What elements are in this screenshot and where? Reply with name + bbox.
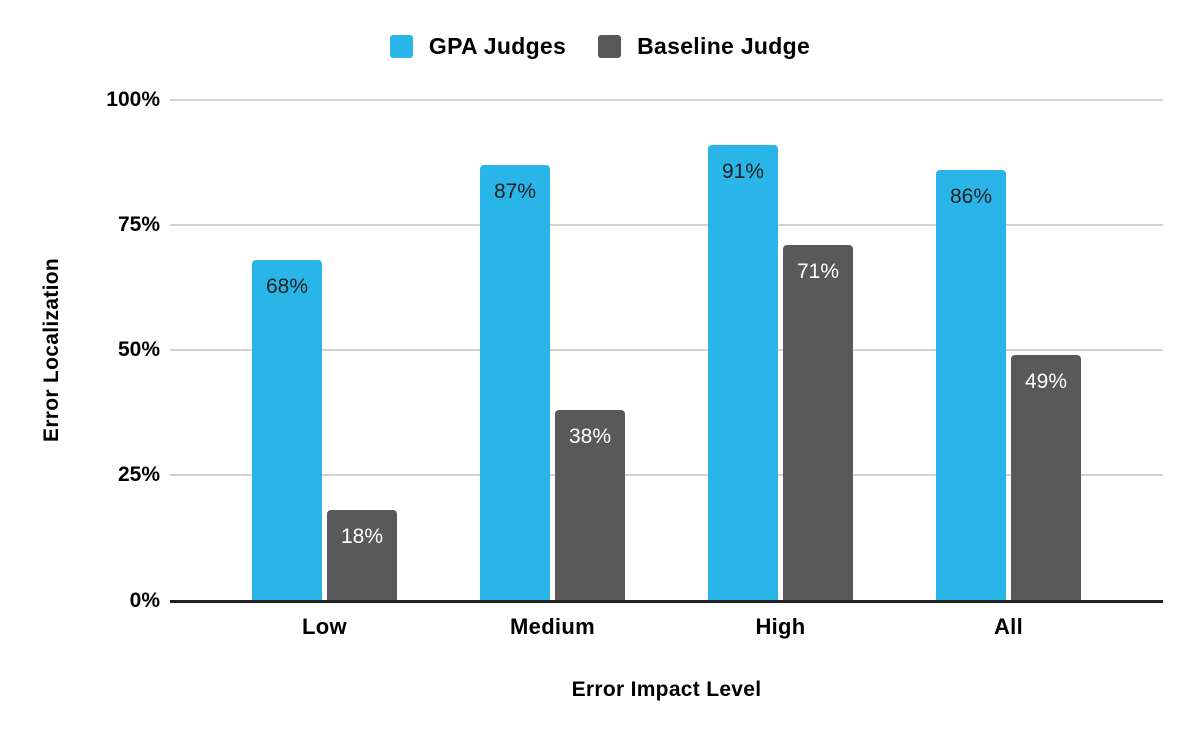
legend-swatch-baseline-judge (598, 35, 622, 58)
x-tick-high: High (755, 614, 806, 639)
bar-value-label: 86% (949, 185, 993, 208)
x-axis-title: Error Impact Level (571, 678, 762, 701)
bar-value-label: 18% (340, 525, 384, 548)
legend-label-gpa-judges: GPA Judges (428, 33, 567, 59)
legend: GPA Judges Baseline Judge (0, 33, 1200, 60)
legend-label-baseline-judge: Baseline Judge (637, 33, 811, 59)
bar-value-label: 91% (721, 160, 765, 183)
y-tick-100: 100% (106, 88, 160, 111)
bar-group-high: 91% 71% (708, 100, 853, 600)
legend-item-baseline-judge: Baseline Judge (598, 33, 810, 60)
y-tick-50: 50% (117, 338, 160, 361)
bar-value-label: 49% (1024, 370, 1068, 393)
bar-gpa-judges-high: 91% (708, 145, 778, 600)
bar-group-all: 86% 49% (936, 100, 1081, 600)
legend-item-gpa-judges: GPA Judges (389, 33, 567, 60)
bar-group-medium: 87% 38% (480, 100, 625, 600)
bar-gpa-judges-low: 68% (252, 260, 322, 600)
bar-value-label: 71% (796, 260, 840, 283)
bar-value-label: 38% (568, 425, 612, 448)
bar-baseline-judge-all: 49% (1011, 355, 1081, 600)
bar-baseline-judge-low: 18% (327, 510, 397, 600)
y-tick-75: 75% (117, 213, 160, 236)
gridline-50 (170, 349, 1163, 351)
bar-baseline-judge-medium: 38% (555, 410, 625, 600)
bar-gpa-judges-medium: 87% (480, 165, 550, 600)
gridline-25 (170, 474, 1163, 476)
bar-baseline-judge-high: 71% (783, 245, 853, 600)
y-tick-25: 25% (117, 463, 160, 486)
gridline-75 (170, 224, 1163, 226)
y-axis-title: Error Localization (40, 258, 63, 442)
bar-gpa-judges-all: 86% (936, 170, 1006, 600)
bar-value-label: 87% (493, 180, 537, 203)
y-tick-0: 0% (129, 589, 160, 612)
plot-area: 100% 75% 50% 25% 0% 68% 18% 87% 38% 91% … (106, 88, 1163, 639)
bar-group-low: 68% 18% (252, 100, 397, 600)
x-tick-medium: Medium (510, 614, 595, 639)
gridline-100 (170, 99, 1163, 101)
x-tick-low: Low (302, 614, 347, 639)
x-tick-all: All (993, 614, 1023, 639)
bar-value-label: 68% (265, 275, 309, 298)
legend-swatch-gpa-judges (389, 35, 413, 58)
